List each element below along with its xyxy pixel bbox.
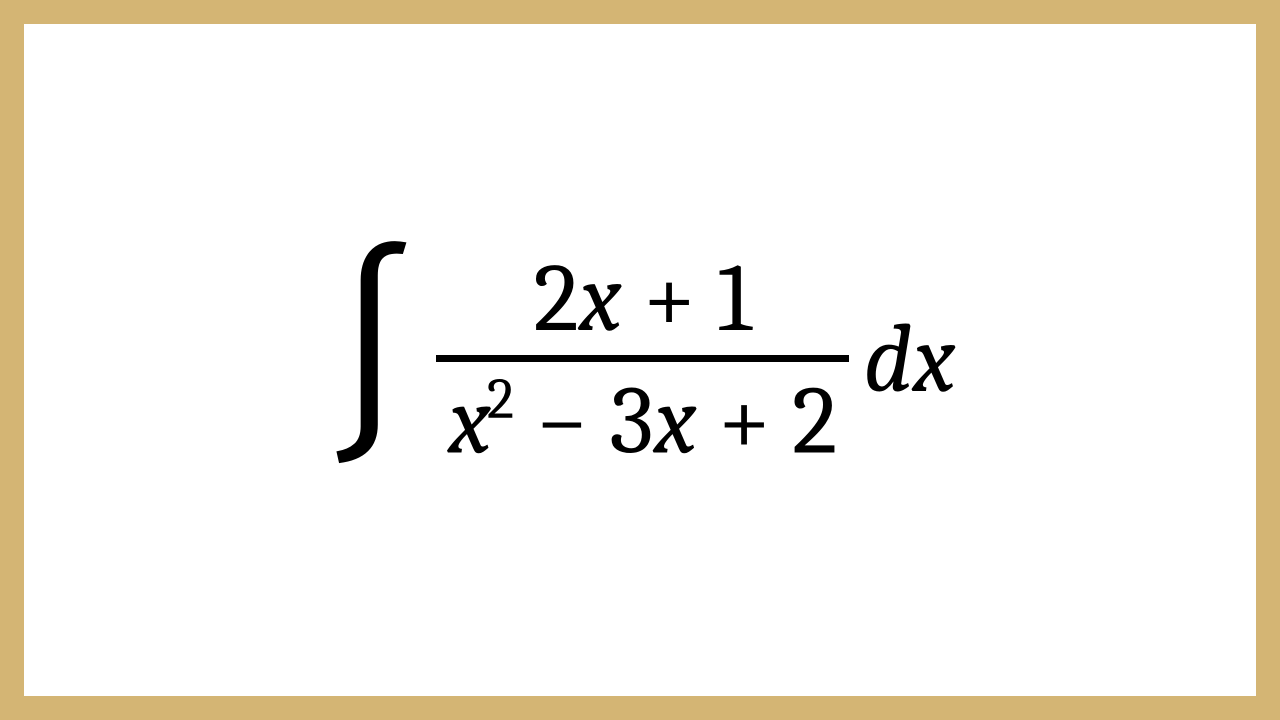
diff-x: x [913,305,956,415]
var-x: x [579,244,622,354]
exponent-2: 2 [487,367,514,433]
math-card: ∫ 2x + 1 x2 − 3x + 2 dx [24,24,1256,696]
integral-expression: ∫ 2x + 1 x2 − 3x + 2 dx [325,250,956,470]
minus-3: − 3 [514,366,654,476]
num-plus-one: + 1 [622,244,752,354]
denominator: x2 − 3x + 2 [436,362,849,470]
plus-2: + 2 [697,366,838,476]
var-x: x [654,366,697,476]
numerator: 2x + 1 [522,251,764,355]
diff-d: d [863,305,912,415]
integral-symbol: ∫ [325,244,419,464]
differential: dx [863,312,955,408]
var-x: x [448,366,491,476]
fraction-bar [436,355,849,362]
num-coef: 2 [534,244,579,354]
fraction: 2x + 1 x2 − 3x + 2 [436,251,849,470]
